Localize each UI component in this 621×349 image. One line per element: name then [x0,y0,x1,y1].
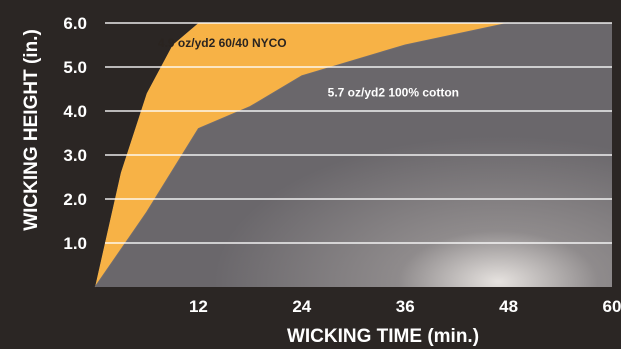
x-tick-label: 24 [292,297,311,316]
right-band [612,0,621,349]
y-tick-label: 4.0 [63,102,87,121]
y-tick-label: 5.0 [63,58,87,77]
y-tick-label: 1.0 [63,234,87,253]
x-axis-title: WICKING TIME (min.) [287,326,479,347]
y-tick-label: 3.0 [63,146,87,165]
x-tick-label: 60 [603,297,621,316]
y-tick-label: 2.0 [63,190,87,209]
x-tick-label: 48 [499,297,518,316]
x-tick-label: 12 [189,297,208,316]
y-tick-label: 6.0 [63,14,87,33]
series-line-cotton [94,22,509,288]
series-area-nyco [95,23,509,287]
series-label-cotton: 5.7 oz/yd2 100% cotton [328,85,459,99]
background-region [95,23,199,287]
y-axis-title: WICKING HEIGHT (in.) [21,29,42,231]
x-tick-label: 36 [396,297,415,316]
series-label-nyco: 4.9 oz/yd2 60/40 NYCO [158,36,287,50]
